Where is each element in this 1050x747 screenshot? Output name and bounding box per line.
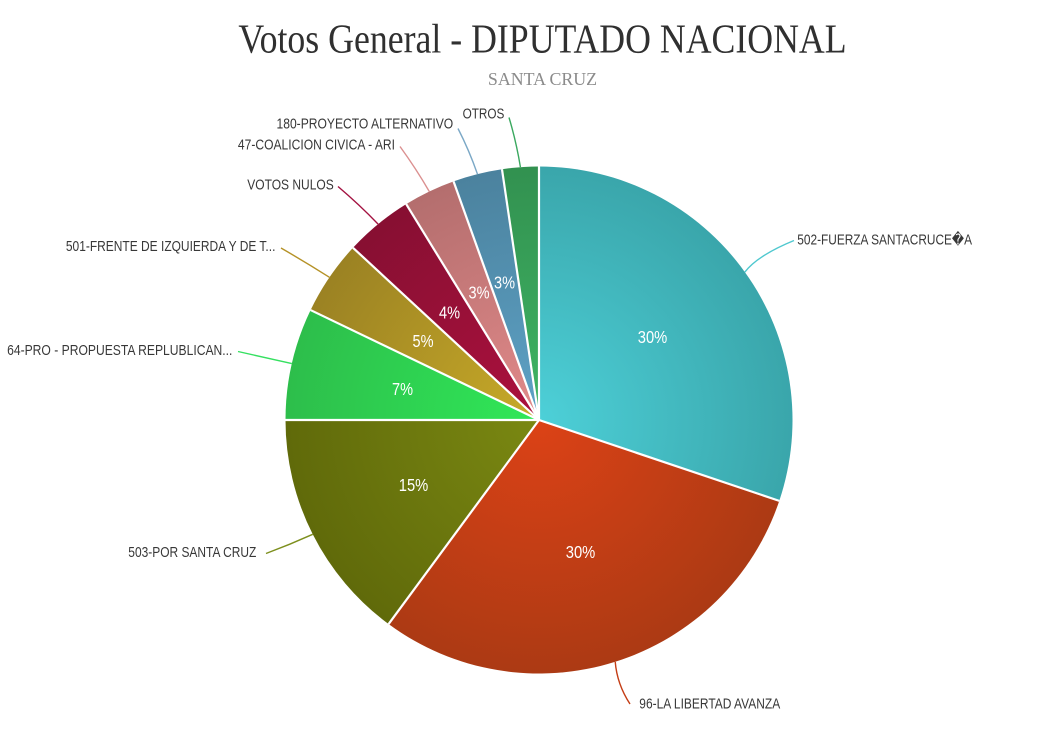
svg-text:180-PROYECTO ALTERNATIVO: 180-PROYECTO ALTERNATIVO xyxy=(277,115,454,132)
svg-text:96-LA LIBERTAD AVANZA: 96-LA LIBERTAD AVANZA xyxy=(639,696,780,713)
svg-text:30%: 30% xyxy=(638,327,668,347)
svg-text:503-POR SANTA CRUZ: 503-POR SANTA CRUZ xyxy=(128,544,256,561)
svg-text:502-FUERZA SANTACRUCE�A: 502-FUERZA SANTACRUCE�A xyxy=(797,231,972,249)
svg-text:64-PRO - PROPUESTA REPLUBLICAN: 64-PRO - PROPUESTA REPLUBLICAN... xyxy=(7,342,232,359)
svg-text:30%: 30% xyxy=(566,542,596,562)
svg-text:3%: 3% xyxy=(494,272,515,292)
svg-text:5%: 5% xyxy=(413,331,434,351)
svg-text:501-FRENTE DE IZQUIERDA Y DE T: 501-FRENTE DE IZQUIERDA Y DE T... xyxy=(66,238,276,255)
svg-text:3%: 3% xyxy=(469,282,490,302)
svg-text:Votos General - DIPUTADO NACIO: Votos General - DIPUTADO NACIONAL xyxy=(238,15,846,61)
svg-text:SANTA CRUZ: SANTA CRUZ xyxy=(488,69,597,89)
svg-text:VOTOS NULOS: VOTOS NULOS xyxy=(247,177,333,194)
svg-text:OTROS: OTROS xyxy=(463,106,505,123)
svg-text:15%: 15% xyxy=(399,475,429,495)
svg-text:47-COALICION CIVICA - ARI: 47-COALICION CIVICA - ARI xyxy=(238,136,395,153)
svg-text:4%: 4% xyxy=(439,302,460,322)
svg-text:7%: 7% xyxy=(392,379,413,399)
